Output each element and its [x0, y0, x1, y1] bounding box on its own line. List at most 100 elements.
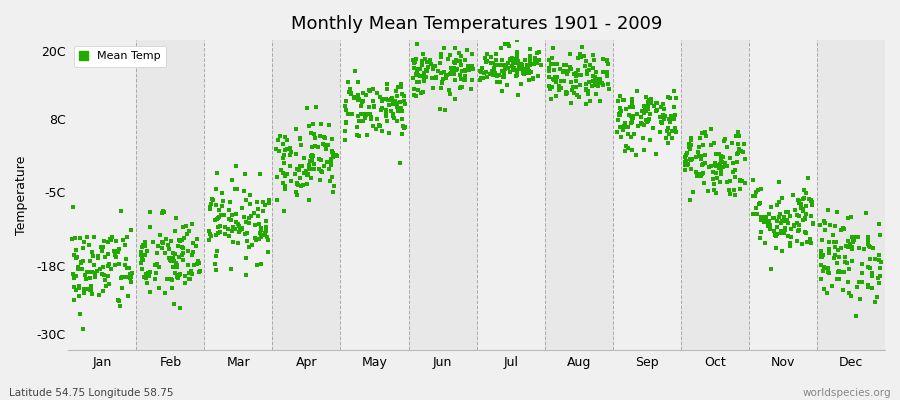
Point: [531, 49, 545, 55]
Point: [237, 187, 251, 194]
Point: [523, 46, 537, 53]
Point: [682, 146, 697, 152]
Point: [489, 56, 503, 63]
Point: [549, 92, 563, 99]
Point: [796, 195, 811, 202]
Point: [799, 229, 814, 236]
Point: [338, 128, 353, 134]
Point: [775, 218, 789, 224]
Point: [417, 70, 431, 76]
Point: [792, 200, 806, 206]
Point: [260, 234, 274, 240]
Point: [669, 95, 683, 102]
Point: [838, 254, 852, 260]
Point: [505, 62, 519, 69]
Point: [581, 90, 596, 97]
Point: [664, 112, 679, 119]
Point: [762, 210, 777, 217]
Point: [165, 277, 179, 284]
Point: [364, 116, 378, 122]
Point: [745, 192, 760, 199]
Point: [586, 52, 600, 58]
Point: [181, 262, 195, 268]
Point: [424, 61, 438, 68]
Point: [325, 148, 339, 155]
Point: [164, 276, 178, 282]
Point: [566, 84, 580, 90]
Point: [498, 65, 512, 72]
Point: [322, 122, 337, 128]
Point: [139, 274, 153, 281]
Point: [363, 111, 377, 118]
Point: [148, 276, 162, 282]
Point: [759, 214, 773, 221]
Point: [445, 66, 459, 72]
Point: [274, 167, 288, 173]
Point: [798, 215, 813, 222]
Point: [312, 177, 327, 183]
Point: [814, 276, 828, 282]
Point: [460, 47, 474, 54]
Point: [829, 239, 843, 245]
Point: [76, 286, 91, 292]
Point: [736, 149, 751, 156]
Point: [135, 244, 149, 250]
Point: [222, 232, 237, 239]
Point: [398, 124, 412, 130]
Point: [474, 75, 489, 81]
Point: [134, 255, 148, 261]
Point: [123, 278, 138, 285]
Point: [262, 197, 276, 203]
Point: [258, 228, 273, 235]
Point: [381, 97, 395, 104]
Point: [644, 96, 658, 103]
Point: [294, 142, 309, 148]
Point: [847, 236, 861, 243]
Point: [238, 170, 253, 177]
Point: [82, 242, 96, 248]
Point: [692, 153, 706, 160]
Point: [290, 192, 304, 198]
Point: [217, 230, 231, 237]
Point: [778, 226, 792, 233]
Point: [496, 62, 510, 68]
Point: [317, 163, 331, 169]
Point: [202, 237, 217, 243]
Point: [804, 240, 818, 247]
Point: [262, 200, 276, 206]
Point: [359, 92, 374, 98]
Point: [475, 74, 490, 81]
Point: [278, 183, 293, 190]
Point: [419, 58, 434, 65]
Point: [851, 234, 866, 240]
Point: [684, 156, 698, 163]
Point: [638, 94, 652, 101]
Point: [518, 57, 533, 63]
Point: [71, 293, 86, 299]
Point: [479, 58, 493, 64]
Point: [374, 104, 389, 111]
Point: [239, 197, 254, 203]
Point: [68, 234, 83, 241]
Point: [681, 160, 696, 167]
Point: [860, 264, 875, 270]
Point: [256, 208, 270, 214]
Point: [792, 213, 806, 219]
Point: [417, 74, 431, 80]
Point: [766, 214, 780, 221]
Point: [212, 215, 226, 222]
Point: [546, 75, 561, 82]
Point: [413, 73, 428, 79]
Point: [570, 92, 584, 98]
Point: [514, 61, 528, 68]
Point: [346, 95, 361, 101]
Point: [678, 162, 692, 168]
Point: [161, 242, 176, 248]
Point: [445, 65, 459, 72]
Point: [211, 230, 225, 236]
Point: [306, 121, 320, 127]
Point: [787, 222, 801, 228]
Point: [842, 244, 856, 250]
Point: [781, 208, 796, 215]
Point: [352, 96, 366, 102]
